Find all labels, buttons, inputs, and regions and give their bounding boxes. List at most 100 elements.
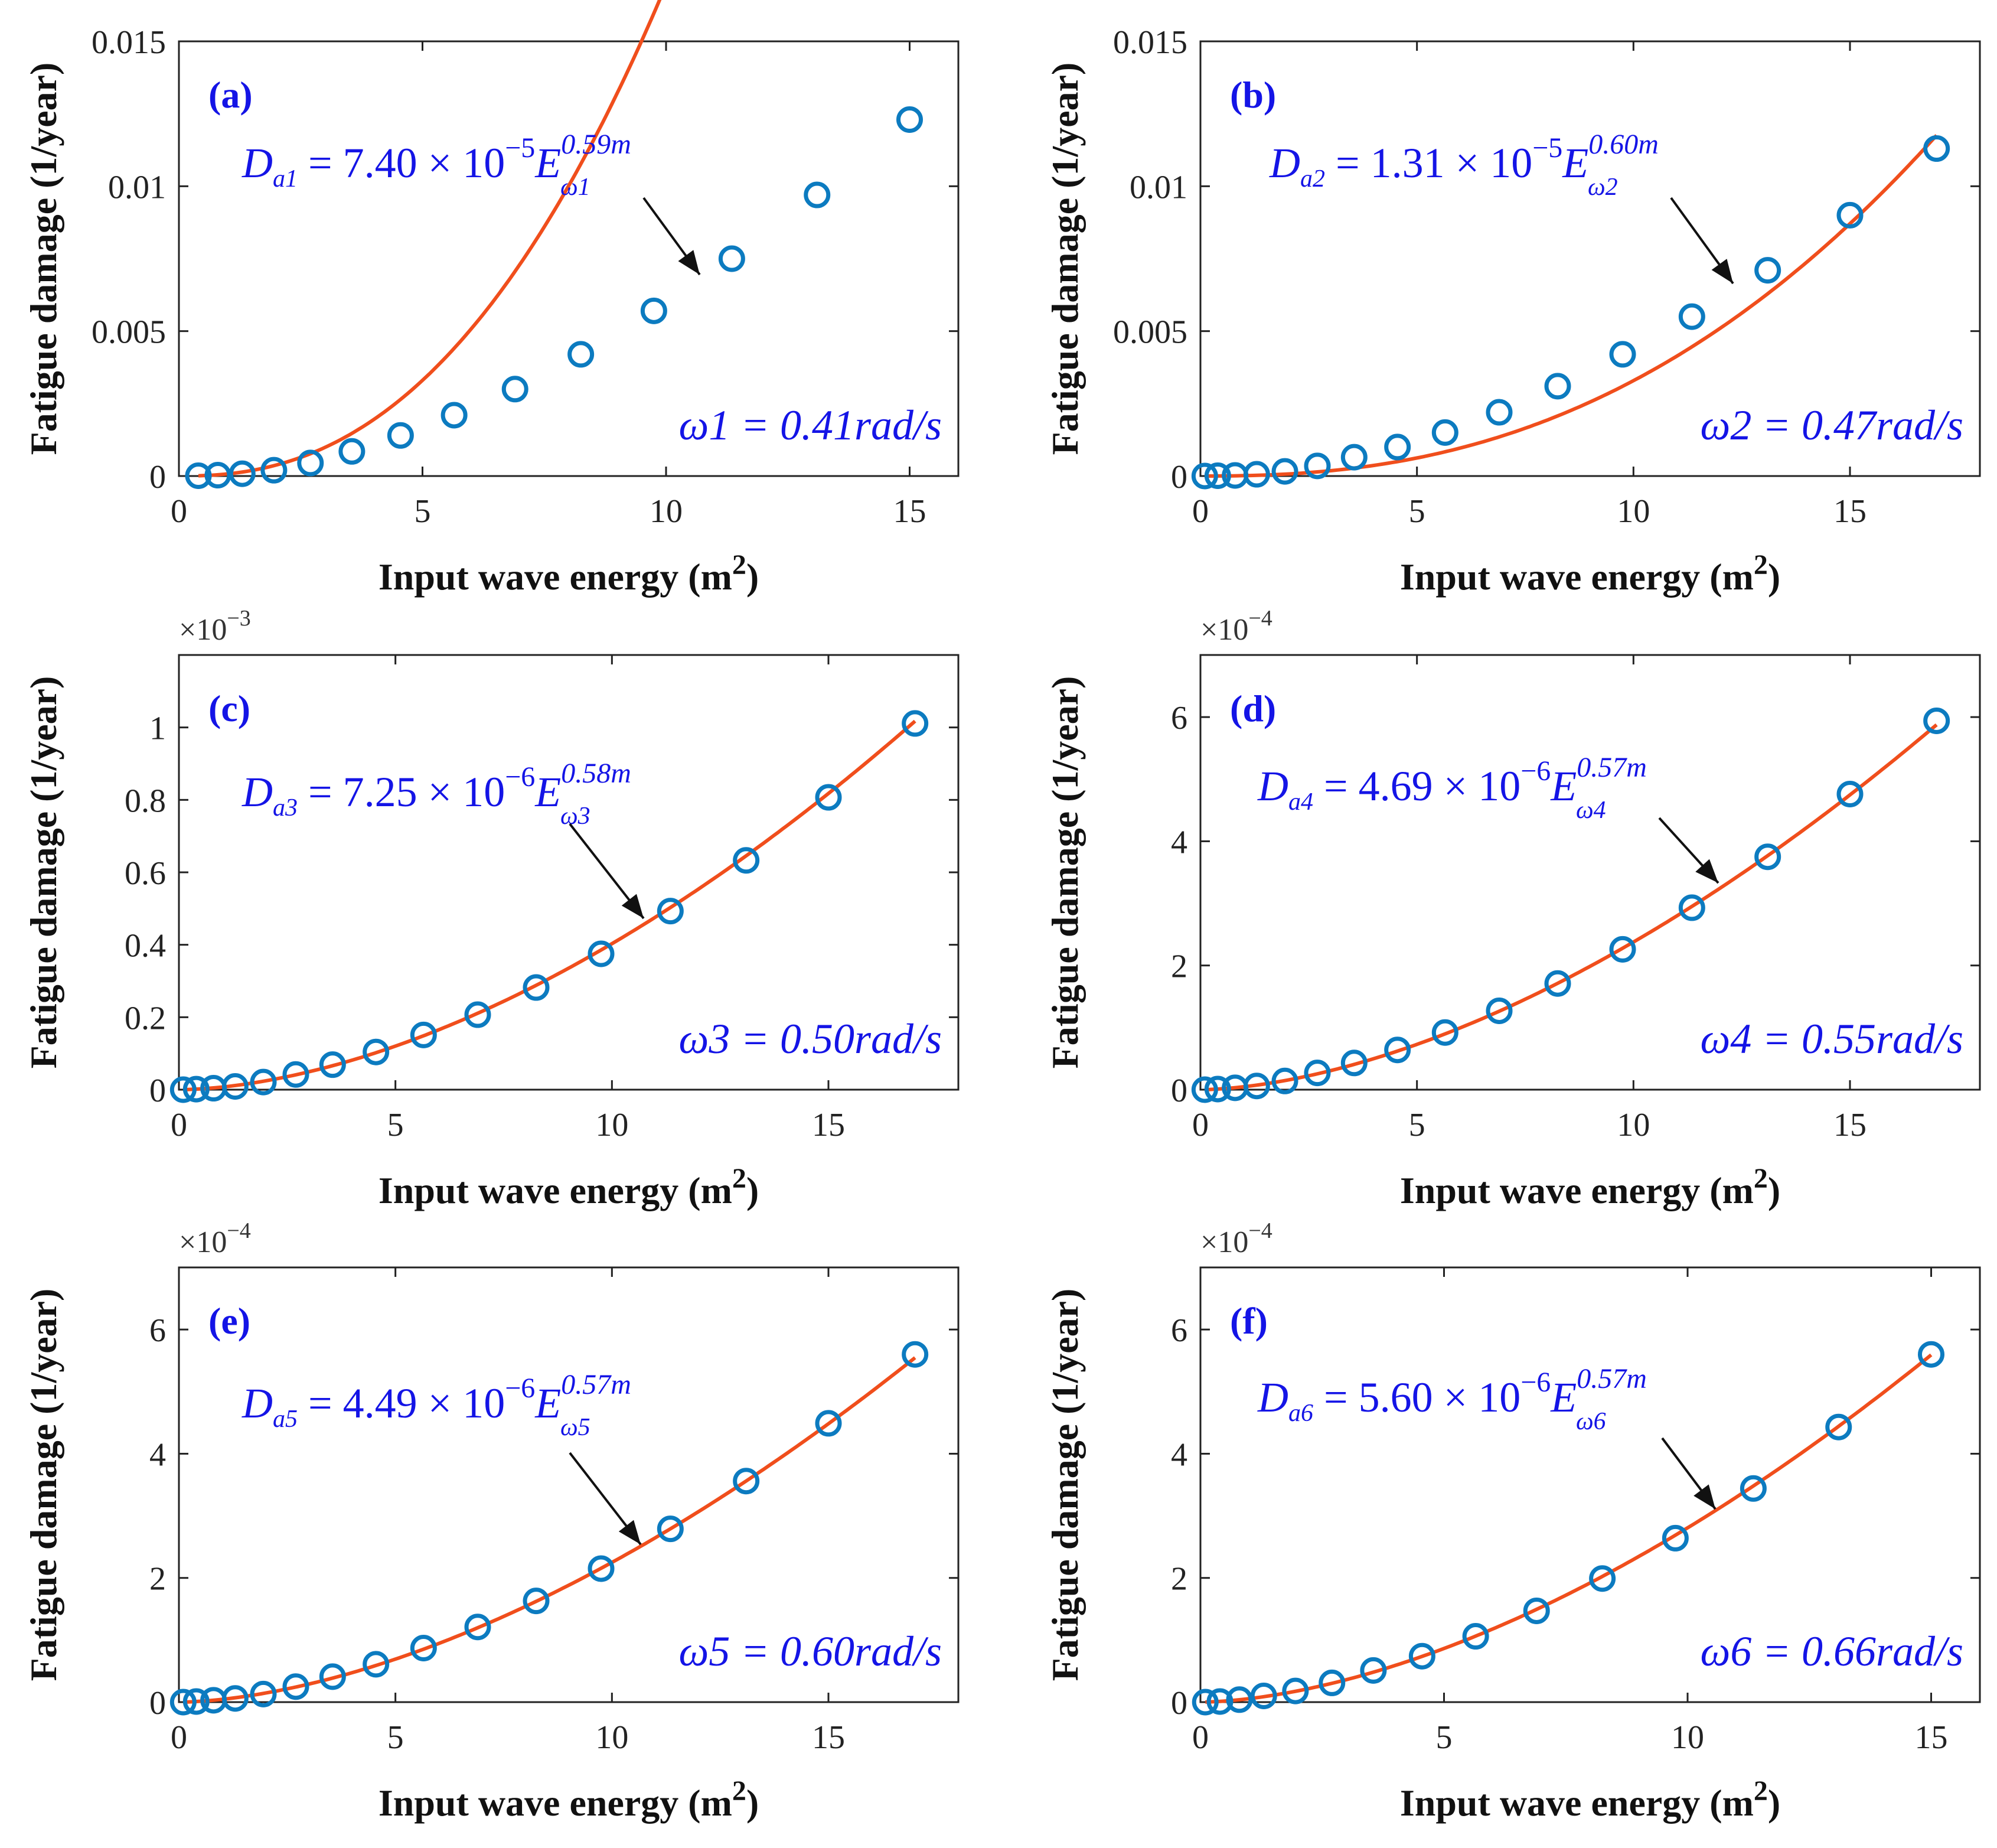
x-axis-label: Input wave energy (m2): [378, 549, 759, 598]
data-point: [902, 710, 929, 737]
axes-box: [1199, 1266, 1981, 1703]
x-tick-label: 0: [171, 493, 187, 530]
data-point: [815, 784, 842, 811]
data-point: [185, 462, 212, 490]
data-point: [804, 181, 831, 208]
fit-curve: [198, 0, 662, 478]
y-tick-label: 0: [1171, 1073, 1187, 1109]
y-tick-label: 6: [149, 1312, 166, 1349]
data-point: [1340, 444, 1368, 471]
data-point: [319, 1051, 346, 1078]
fit-equation: Da2 = 1.31 × 10−5E0.60m ω2: [1269, 129, 1659, 201]
y-axis-label: Fatigue damage (1/year): [1044, 676, 1086, 1069]
x-axis-label: Input wave energy (m2): [1400, 1775, 1780, 1824]
x-tick-label: 15: [812, 1719, 845, 1756]
x-tick-label: 5: [415, 493, 431, 530]
y-tick-label: 0.4: [125, 928, 166, 964]
y-tick-label: 0.005: [1113, 314, 1187, 351]
y-tick-label: 0.01: [108, 169, 166, 206]
annotation-arrowhead: [618, 1520, 641, 1544]
data-point: [363, 1038, 390, 1065]
panel-label: (b): [1230, 74, 1276, 116]
annotation-arrowhead: [1711, 259, 1733, 283]
y-axis-label: Fatigue damage (1/year): [22, 676, 64, 1069]
data-point: [250, 1680, 277, 1707]
data-point: [1431, 1019, 1458, 1046]
data-point: [523, 1588, 550, 1615]
data-point: [1486, 399, 1513, 426]
x-tick-label: 10: [1617, 1107, 1650, 1143]
annotation-arrowhead: [1693, 1484, 1715, 1509]
panel-1: 0 5 10 15 0 0.005 0.01 0.015 Input wave energy (…: [22, 0, 960, 598]
fit-equation: Da1 = 7.40 × 10−5E0.59m ω1: [242, 129, 631, 201]
data-point: [1544, 970, 1571, 997]
x-axis-label: Input wave energy (m2): [1400, 549, 1780, 598]
data-point: [1923, 135, 1950, 162]
data-point: [1678, 894, 1705, 921]
data-point: [1271, 458, 1298, 485]
data-point: [1226, 1686, 1253, 1713]
data-point: [1589, 1565, 1616, 1592]
data-point: [282, 1673, 309, 1700]
data-point: [902, 1341, 929, 1368]
omega-label: ω3 = 0.50rad/s: [679, 1015, 942, 1062]
y-exponent-multiplier: ×10−4: [179, 1218, 251, 1259]
data-point: [1923, 707, 1950, 734]
x-axis-label: Input wave energy (m2): [378, 1163, 759, 1211]
fit-equation: Da5 = 4.49 × 10−6E0.57m ω5: [242, 1369, 631, 1441]
axes-box: [178, 1266, 960, 1703]
fit-equation: Da3 = 7.25 × 10−6E0.58m ω3: [242, 758, 631, 830]
y-tick-label: 0: [1171, 459, 1187, 496]
y-exponent-multiplier: ×10−3: [179, 606, 251, 647]
x-tick-label: 5: [1409, 493, 1425, 530]
x-tick-label: 10: [595, 1719, 628, 1756]
data-point: [1282, 1677, 1309, 1704]
data-point: [1754, 257, 1781, 284]
annotation-arrowhead: [1695, 859, 1718, 883]
data-point: [319, 1663, 346, 1690]
panel-label: (a): [208, 74, 253, 116]
data-point: [1271, 1067, 1298, 1094]
data-point: [250, 1068, 277, 1096]
data-point: [297, 449, 324, 477]
data-point: [464, 1001, 491, 1028]
data-point: [588, 940, 615, 967]
data-point: [1918, 1341, 1944, 1368]
omega-label: ω2 = 0.47rad/s: [1701, 402, 1963, 449]
axes-box: [1199, 654, 1981, 1091]
y-tick-label: 2: [1171, 1561, 1187, 1598]
y-tick-label: 0: [149, 1685, 166, 1722]
y-tick-label: 0: [149, 459, 166, 496]
data-point: [1408, 1642, 1435, 1670]
data-point: [1678, 303, 1705, 330]
y-tick-label: 4: [149, 1436, 166, 1473]
x-tick-label: 0: [1192, 1719, 1209, 1756]
data-point: [657, 898, 684, 925]
data-point: [221, 1685, 249, 1712]
data-point: [363, 1651, 390, 1678]
data-point: [1462, 1623, 1489, 1650]
x-tick-label: 15: [1833, 1107, 1867, 1143]
data-point: [410, 1635, 437, 1662]
data-point: [1250, 1682, 1277, 1709]
data-point: [1754, 843, 1781, 871]
x-tick-label: 15: [1833, 493, 1867, 530]
y-tick-label: 0.005: [92, 314, 166, 351]
panel-label: (c): [208, 687, 250, 729]
y-tick-label: 4: [1171, 1436, 1187, 1473]
x-tick-label: 0: [171, 1719, 187, 1756]
data-point: [387, 422, 414, 449]
fit-curve: [1205, 1353, 1933, 1704]
x-tick-label: 15: [893, 493, 926, 530]
x-tick-label: 5: [1409, 1107, 1425, 1143]
panel-2: 0 5 10 15 0 0.005 0.01 0.015 Input wave energy (…: [1044, 24, 1981, 598]
x-tick-label: 15: [812, 1107, 845, 1143]
data-point: [182, 1075, 210, 1103]
axes-box: [178, 654, 960, 1091]
data-point: [657, 1515, 684, 1543]
data-point: [896, 106, 923, 133]
x-tick-label: 0: [1192, 1107, 1209, 1143]
y-tick-label: 0.6: [125, 855, 166, 892]
